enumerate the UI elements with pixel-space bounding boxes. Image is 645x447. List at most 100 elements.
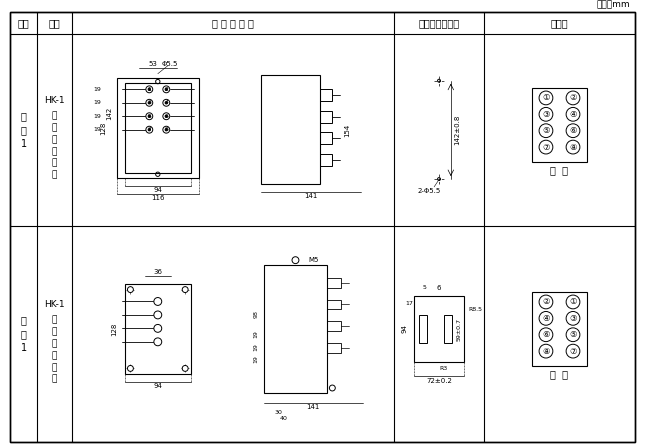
Text: 116: 116 xyxy=(151,195,164,201)
Text: 图: 图 xyxy=(21,125,26,135)
Text: ⑦: ⑦ xyxy=(570,346,577,356)
Text: 36: 36 xyxy=(154,269,163,275)
Text: 6: 6 xyxy=(164,114,168,119)
Text: 凸: 凸 xyxy=(52,316,57,325)
Text: 6: 6 xyxy=(437,285,441,291)
Text: 结构: 结构 xyxy=(48,18,61,28)
Bar xyxy=(320,89,332,101)
Circle shape xyxy=(183,366,188,371)
Circle shape xyxy=(154,311,162,319)
Bar xyxy=(320,154,332,166)
Circle shape xyxy=(146,86,153,93)
Bar xyxy=(532,88,586,162)
Circle shape xyxy=(183,287,188,292)
Bar xyxy=(444,315,452,343)
Text: 5: 5 xyxy=(422,285,426,291)
Text: 附: 附 xyxy=(21,111,26,121)
Text: 19: 19 xyxy=(93,127,101,132)
Circle shape xyxy=(566,344,580,358)
Circle shape xyxy=(154,298,162,305)
Bar xyxy=(320,111,332,122)
Bar xyxy=(415,296,464,362)
Bar xyxy=(264,265,328,393)
Text: 1: 1 xyxy=(147,87,151,92)
Text: ④: ④ xyxy=(542,314,550,323)
Bar xyxy=(328,321,341,331)
Text: 式: 式 xyxy=(52,135,57,144)
Text: 8: 8 xyxy=(164,127,168,132)
Text: ③: ③ xyxy=(542,110,550,119)
Circle shape xyxy=(539,344,553,358)
Circle shape xyxy=(165,88,168,90)
Text: 线: 线 xyxy=(52,171,57,180)
Text: 128: 128 xyxy=(100,121,106,135)
Text: 3: 3 xyxy=(147,100,152,105)
Text: 2-Φ5.5: 2-Φ5.5 xyxy=(417,188,441,194)
Text: ⑥: ⑥ xyxy=(570,126,577,135)
Circle shape xyxy=(566,328,580,342)
Text: R8.5: R8.5 xyxy=(468,307,482,312)
Circle shape xyxy=(539,124,553,138)
Circle shape xyxy=(566,124,580,138)
Bar xyxy=(419,315,427,343)
Circle shape xyxy=(148,88,150,90)
Text: 30: 30 xyxy=(274,410,283,415)
Text: 前  视: 前 视 xyxy=(550,164,568,175)
Text: 端子图: 端子图 xyxy=(551,18,568,28)
Text: 线: 线 xyxy=(52,375,57,384)
Text: 背  视: 背 视 xyxy=(550,369,568,379)
Circle shape xyxy=(566,91,580,105)
Text: M5: M5 xyxy=(308,257,319,263)
Text: 141: 141 xyxy=(306,404,320,410)
Circle shape xyxy=(146,113,153,120)
Circle shape xyxy=(128,366,134,371)
Text: 19: 19 xyxy=(253,343,258,350)
Text: 接: 接 xyxy=(52,159,57,168)
Bar xyxy=(328,343,341,353)
Text: ②: ② xyxy=(570,93,577,102)
Text: 19: 19 xyxy=(93,100,101,105)
Text: 154: 154 xyxy=(344,123,351,136)
Text: ①: ① xyxy=(570,297,577,307)
Text: 98: 98 xyxy=(253,310,258,318)
Circle shape xyxy=(539,328,553,342)
Text: HK-1: HK-1 xyxy=(45,300,65,309)
Text: 外 形 尺 寸 图: 外 形 尺 寸 图 xyxy=(212,18,254,28)
Circle shape xyxy=(128,287,134,292)
Text: 单位：mm: 单位：mm xyxy=(596,0,630,9)
Text: HK-1: HK-1 xyxy=(45,96,65,105)
Text: 19: 19 xyxy=(93,114,101,119)
Circle shape xyxy=(163,86,170,93)
Text: 接: 接 xyxy=(52,363,57,372)
Text: 141: 141 xyxy=(304,193,317,199)
Circle shape xyxy=(163,126,170,133)
Text: ⑥: ⑥ xyxy=(542,330,550,339)
Text: 94: 94 xyxy=(154,383,163,389)
Circle shape xyxy=(566,312,580,325)
Circle shape xyxy=(163,113,170,120)
Text: ⑧: ⑧ xyxy=(542,346,550,356)
Circle shape xyxy=(165,128,168,131)
Text: ④: ④ xyxy=(570,110,577,119)
Bar xyxy=(328,299,341,309)
Text: 94: 94 xyxy=(402,325,408,333)
Circle shape xyxy=(146,99,153,106)
Text: 出: 出 xyxy=(52,328,57,337)
Text: ③: ③ xyxy=(570,314,577,323)
Bar xyxy=(261,76,320,185)
Text: 前: 前 xyxy=(52,147,57,156)
Text: 72±0.2: 72±0.2 xyxy=(426,378,452,384)
Text: 40: 40 xyxy=(279,416,287,421)
Circle shape xyxy=(566,140,580,154)
Text: ⑤: ⑤ xyxy=(570,330,577,339)
Text: 19: 19 xyxy=(93,87,101,92)
Circle shape xyxy=(165,101,168,104)
Circle shape xyxy=(163,99,170,106)
Text: 142: 142 xyxy=(106,106,112,120)
Text: 出: 出 xyxy=(52,123,57,132)
Text: 53: 53 xyxy=(148,61,157,67)
Text: ⑦: ⑦ xyxy=(542,143,550,152)
Text: 2: 2 xyxy=(164,87,168,92)
Text: R3: R3 xyxy=(440,366,448,371)
Bar xyxy=(124,284,191,374)
